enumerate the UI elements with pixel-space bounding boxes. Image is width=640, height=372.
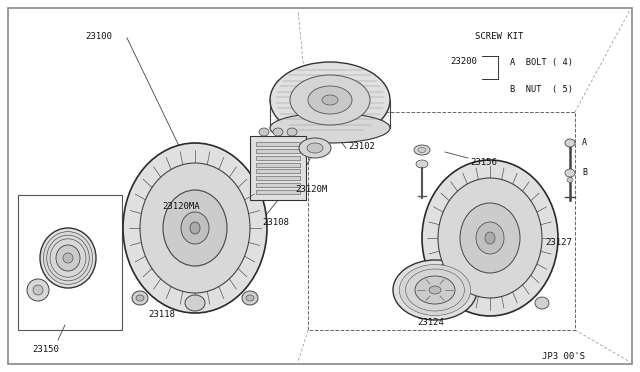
Text: 23200: 23200 <box>450 57 477 66</box>
Ellipse shape <box>299 138 331 158</box>
Bar <box>256 183 300 187</box>
Bar <box>250 136 306 200</box>
Ellipse shape <box>246 295 254 301</box>
Ellipse shape <box>485 232 495 244</box>
Ellipse shape <box>476 222 504 254</box>
Ellipse shape <box>33 285 43 295</box>
Ellipse shape <box>50 239 86 277</box>
Bar <box>256 190 300 194</box>
Ellipse shape <box>565 139 575 147</box>
Ellipse shape <box>565 169 575 177</box>
Ellipse shape <box>535 297 549 309</box>
Text: B: B <box>582 168 587 177</box>
Ellipse shape <box>399 264 470 315</box>
Ellipse shape <box>438 178 542 298</box>
Text: 23156: 23156 <box>470 158 497 167</box>
Bar <box>18 195 122 330</box>
Text: A: A <box>582 138 587 147</box>
Ellipse shape <box>307 143 323 153</box>
Ellipse shape <box>431 297 445 309</box>
Ellipse shape <box>418 148 426 153</box>
Ellipse shape <box>136 295 144 301</box>
Ellipse shape <box>416 160 428 168</box>
Ellipse shape <box>308 86 352 114</box>
Ellipse shape <box>393 260 477 320</box>
Ellipse shape <box>140 163 250 293</box>
Ellipse shape <box>429 286 441 294</box>
Ellipse shape <box>56 245 80 271</box>
Text: 23102: 23102 <box>348 142 375 151</box>
Ellipse shape <box>242 291 258 305</box>
Bar <box>256 169 300 173</box>
Ellipse shape <box>270 113 390 143</box>
Ellipse shape <box>27 279 49 301</box>
Bar <box>256 142 300 146</box>
Bar <box>256 156 300 160</box>
Ellipse shape <box>460 203 520 273</box>
Ellipse shape <box>273 128 283 136</box>
Text: 23124: 23124 <box>417 318 444 327</box>
Text: A  BOLT ( 4): A BOLT ( 4) <box>510 58 573 67</box>
Ellipse shape <box>63 253 73 263</box>
Ellipse shape <box>290 75 370 125</box>
Text: 23100: 23100 <box>85 32 112 41</box>
Text: B  NUT  ( 5): B NUT ( 5) <box>510 85 573 94</box>
Text: 23120MA: 23120MA <box>162 202 200 211</box>
Ellipse shape <box>422 160 558 316</box>
Ellipse shape <box>259 128 269 136</box>
Ellipse shape <box>185 295 205 311</box>
Ellipse shape <box>322 95 338 105</box>
Bar <box>256 163 300 167</box>
Ellipse shape <box>163 190 227 266</box>
Ellipse shape <box>44 232 93 285</box>
Bar <box>308 112 575 330</box>
Bar <box>256 176 300 180</box>
Text: 23150: 23150 <box>32 345 59 354</box>
Text: 23127: 23127 <box>545 238 572 247</box>
Ellipse shape <box>123 143 267 313</box>
Text: JP3 00'S: JP3 00'S <box>542 352 585 361</box>
Bar <box>256 149 300 153</box>
Ellipse shape <box>287 128 297 136</box>
Text: SCREW KIT: SCREW KIT <box>475 32 524 41</box>
Ellipse shape <box>40 228 96 288</box>
Text: 23118: 23118 <box>148 310 175 319</box>
Ellipse shape <box>406 269 465 311</box>
Ellipse shape <box>415 276 455 304</box>
Ellipse shape <box>181 212 209 244</box>
Ellipse shape <box>47 235 90 281</box>
Ellipse shape <box>190 222 200 234</box>
Ellipse shape <box>132 291 148 305</box>
Ellipse shape <box>567 177 573 183</box>
Text: 23120M: 23120M <box>295 185 327 194</box>
Ellipse shape <box>414 145 430 155</box>
Ellipse shape <box>270 62 390 138</box>
Text: 23108: 23108 <box>262 218 289 227</box>
